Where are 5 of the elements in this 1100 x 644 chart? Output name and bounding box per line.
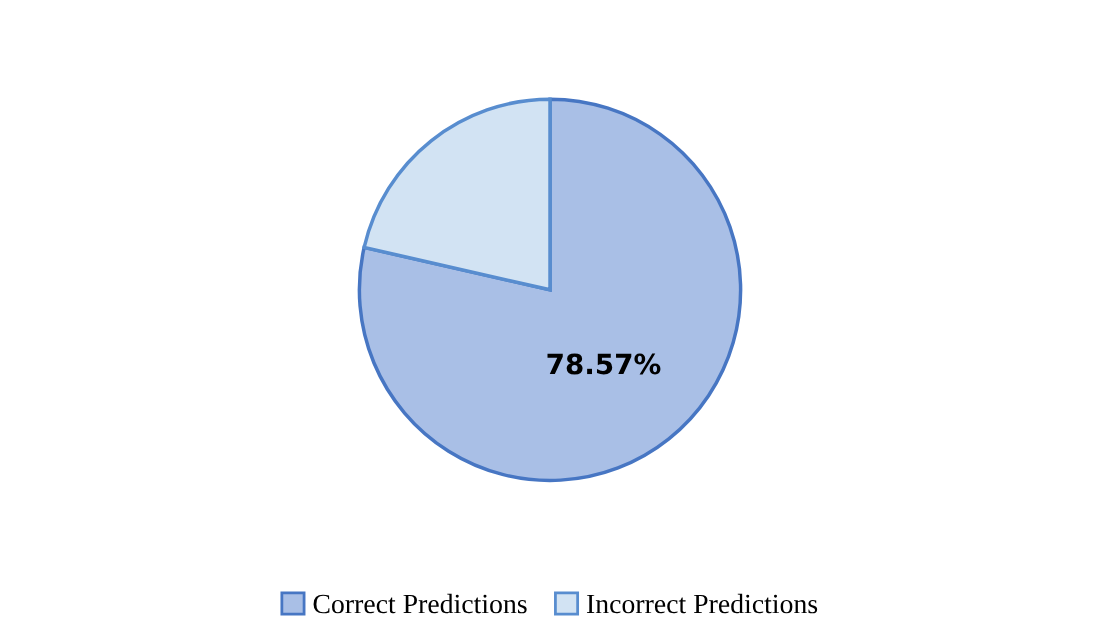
legend-label: Correct Predictions [313, 593, 527, 614]
pie-slice [362, 97, 552, 292]
legend-label: Incorrect Predictions [586, 593, 818, 614]
pie-slice [357, 97, 743, 483]
data-label: 78.57% [547, 353, 661, 375]
